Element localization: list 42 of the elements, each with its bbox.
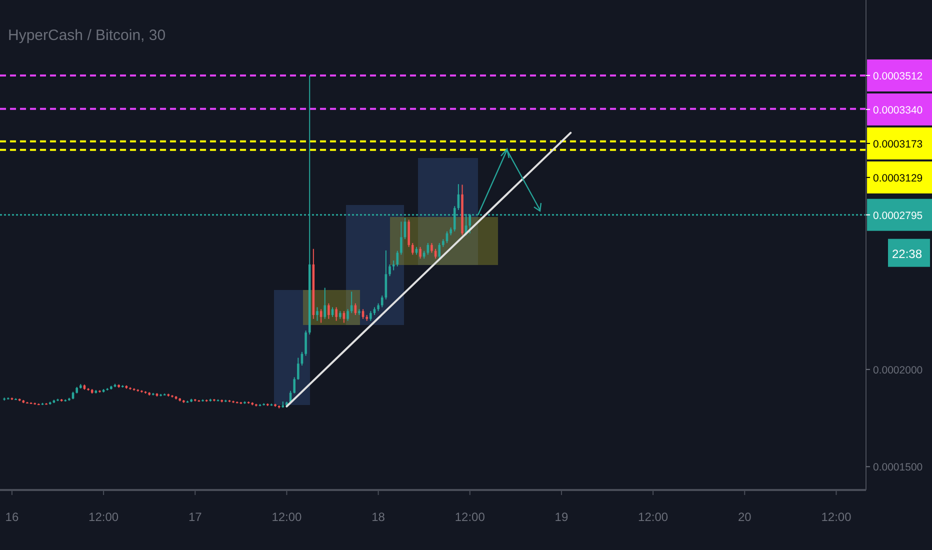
candlestick: [370, 310, 372, 322]
text: 22:38: [892, 246, 922, 261]
candlestick: [412, 242, 414, 256]
candlestick: [438, 242, 441, 260]
candlestick: [304, 330, 307, 356]
ref-line-label: 0.0003512: [873, 70, 923, 82]
candlestick: [346, 308, 349, 322]
candlestick: [297, 357, 300, 380]
x-tick-label: 19: [554, 510, 568, 524]
candlestick: [324, 287, 326, 320]
candlestick: [316, 306, 318, 322]
candlestick: [293, 376, 296, 394]
text: HyperCash / Bitcoin, 30: [8, 27, 166, 44]
y-tick-label: 0.0002000: [873, 364, 923, 376]
candlestick: [362, 308, 364, 320]
candlestick: [430, 242, 433, 254]
candlestick: [320, 308, 322, 324]
x-tick-label: 17: [188, 510, 202, 524]
ref-line-label: 0.0003129: [873, 172, 923, 184]
ref-line-label: 0.0002795: [873, 210, 923, 222]
x-tick-label: 12:00: [638, 510, 668, 524]
ref-line-label: 0.0003173: [873, 138, 923, 150]
candlestick: [335, 306, 338, 322]
x-tick-label: 12:00: [272, 510, 302, 524]
candlestick: [342, 310, 346, 324]
candlestick: [328, 302, 330, 320]
candlestick: [408, 219, 410, 248]
x-tick-label: 18: [372, 510, 386, 524]
x-tick-label: 12:00: [454, 510, 486, 524]
x-tick-label: 20: [738, 510, 752, 524]
candlestick: [388, 264, 391, 277]
ref-line-label: 0.0003340: [873, 104, 923, 116]
candlestick: [331, 306, 334, 318]
candlestick: [396, 250, 399, 267]
x-tick-label: 12:00: [821, 510, 852, 524]
candlestick: [419, 246, 422, 260]
y-tick-label: 0.0001500: [873, 462, 923, 474]
x-tick-label: 12:00: [88, 510, 119, 524]
x-tick-label: 16: [5, 510, 19, 524]
candlestick: [426, 242, 430, 256]
candlestick: [380, 295, 384, 308]
candlestick: [400, 221, 402, 256]
